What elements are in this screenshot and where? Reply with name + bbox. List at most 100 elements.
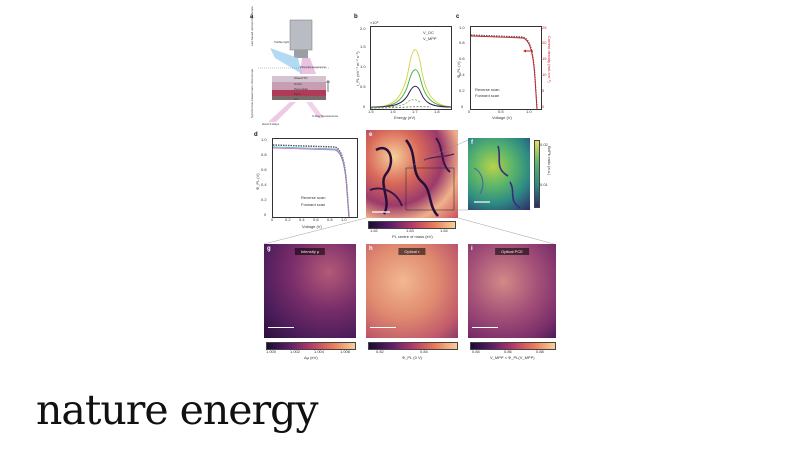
panel-a-label: a xyxy=(250,14,254,20)
g-cbar-label: Δμ (eV) xyxy=(304,355,318,360)
h-title: Optical τ xyxy=(398,248,426,255)
c-ytick-3: 0.6 xyxy=(459,56,465,61)
b-ytick-4: 2.0 xyxy=(360,26,366,31)
legend-voc: V_OC xyxy=(423,30,434,35)
h-colorbar xyxy=(368,342,458,350)
legend-vmpp: V_MPP xyxy=(423,36,437,41)
c-xtick-2: 1.0 xyxy=(526,109,532,114)
f-cbar-tick-0: 0.02 xyxy=(540,142,548,147)
c-rtick-4: 20 xyxy=(542,40,547,45)
panel-e: e 1.62 1.63 1.64 PL centre of mass (eV) xyxy=(366,130,458,240)
item-glass: Glass/ITO xyxy=(294,76,308,80)
item-au: Au xyxy=(294,97,298,101)
b-ytick-3: 1.5 xyxy=(360,44,366,49)
i-colorbar xyxy=(470,342,556,350)
c-xlabel: Voltage (V) xyxy=(492,115,512,120)
panel-g-label: g xyxy=(267,246,271,252)
panel-c-label: c xyxy=(456,14,460,20)
c-legend-reverse: Reverse scan xyxy=(475,87,500,92)
panel-f: f 0.02 0.01 Br/Pb ratio (a.u.) xyxy=(468,138,554,218)
panel-f-label: f xyxy=(471,140,473,146)
panel-b-curves xyxy=(370,49,452,109)
d-legend-reverse: Reverse scan xyxy=(301,195,326,200)
b-xtick-2: 1.7 xyxy=(412,109,418,114)
c-ytick-1: 0.2 xyxy=(459,88,465,93)
h-cbar-tick-0: 0.82 xyxy=(376,349,384,354)
item-perovskite: Perovskite xyxy=(294,87,309,91)
g-cbar-tick-0: 1.000 xyxy=(266,349,277,354)
d-xlabel: Voltage (V) xyxy=(302,224,322,229)
d-ytick-5: 1.0 xyxy=(261,137,267,142)
panel-b-note: ×10⁸ xyxy=(370,20,379,25)
panel-e-label: e xyxy=(369,132,373,138)
d-ytick-1: 0.2 xyxy=(261,197,267,202)
d-ytick-0: 0 xyxy=(264,212,267,217)
d-xtick-0: 0 xyxy=(271,217,274,222)
c-ytick-5: 1.0 xyxy=(459,25,465,30)
b-xtick-0: 1.5 xyxy=(368,109,374,114)
i-scalebar xyxy=(472,326,498,328)
item-pl: Photoluminescence xyxy=(300,65,327,69)
intensity-mu-map: Intensity μ xyxy=(264,244,356,338)
panel-g: Intensity μ g 1.000 1.002 1.004 1.006 Δμ… xyxy=(264,244,358,364)
optical-tau-map: Optical τ xyxy=(366,244,458,338)
g-title: Intensity μ xyxy=(294,248,326,255)
panel-h-label: h xyxy=(369,246,373,252)
b-ytick-2: 1.0 xyxy=(360,64,366,69)
d-xtick-3: 0.6 xyxy=(313,217,319,222)
g-scalebar xyxy=(268,326,294,328)
panel-d-curves xyxy=(272,144,350,218)
pl-map-features xyxy=(369,137,455,217)
b-xtick-3: 1.8 xyxy=(434,109,440,114)
c-ytick-4: 0.8 xyxy=(459,40,465,45)
c-rtick-0: 0 xyxy=(542,104,545,109)
panel-d-label: d xyxy=(254,132,258,138)
d-legend-forward: Forward scan xyxy=(301,202,326,207)
item-hard-xray: Hard X-Rays xyxy=(262,122,280,126)
item-xrf: X-Ray fluorescence xyxy=(312,114,339,118)
h-scalebar xyxy=(370,326,396,328)
d-xtick-5: 1.0 xyxy=(341,217,347,222)
b-ytick-0: 0 xyxy=(363,104,366,109)
item-spiro: Spiro xyxy=(294,92,302,96)
zoom-lines xyxy=(263,139,555,245)
d-xtick-2: 0.4 xyxy=(299,217,305,222)
panel-a: a Lab-based optical microscope Synchrotr… xyxy=(250,6,339,130)
g-cbar-tick-2: 1.004 xyxy=(314,349,325,354)
b-ytick-1: 0.5 xyxy=(360,84,366,89)
panel-b-axes: V_OC V_MPP xyxy=(370,26,452,110)
item-visible-light: Visible light xyxy=(274,40,290,44)
br-pb-map xyxy=(468,138,530,210)
c-rtick-2: 10 xyxy=(542,72,547,77)
f-colorbar xyxy=(534,140,540,208)
c-ytick-0: 0 xyxy=(461,104,464,109)
item-sno2: SnO2 xyxy=(294,82,302,86)
b-xlabel: Energy (eV) xyxy=(394,115,416,120)
d-ytick-4: 0.8 xyxy=(261,152,267,157)
panel-i: Optical PCE i 0.84 0.86 0.88 V_MPP × Φ_P… xyxy=(468,244,562,364)
optical-pce-map: Optical PCE xyxy=(468,244,556,338)
c-xtick-1: 0.5 xyxy=(498,109,504,114)
h-cbar-label: Φ_PL (0 V) xyxy=(402,355,422,360)
panel-b: b ×10⁸ V_OC V_MPP 1.5 1.6 1.7 1.8 Energy… xyxy=(354,14,456,128)
br-map-features xyxy=(473,145,521,209)
panel-c-axes: Reverse scan Forward scan xyxy=(470,26,542,110)
panel-i-label: i xyxy=(471,246,473,252)
g-colorbar xyxy=(266,342,356,350)
e-cbar-tick-1: 1.63 xyxy=(406,228,414,233)
i-cbar-tick-0: 0.84 xyxy=(472,349,480,354)
c-legend-forward: Forward scan xyxy=(475,93,500,98)
i-title: Optical PCE xyxy=(495,248,529,255)
d-xtick-4: 0.8 xyxy=(327,217,333,222)
g-cbar-tick-3: 1.006 xyxy=(340,349,351,354)
i-cbar-tick-2: 0.88 xyxy=(536,349,544,354)
figure: a Lab-based optical microscope Synchrotr… xyxy=(242,0,556,365)
pl-centre-map xyxy=(366,130,458,218)
d-xtick-1: 0.2 xyxy=(285,217,291,222)
d-ytick-3: 0.6 xyxy=(261,167,267,172)
h-cbar-tick-1: 0.84 xyxy=(420,349,428,354)
c-rtick-1: 5 xyxy=(542,88,545,93)
journal-logo: nature energy xyxy=(36,386,319,434)
schematic xyxy=(258,19,330,122)
panel-b-label: b xyxy=(354,14,358,20)
